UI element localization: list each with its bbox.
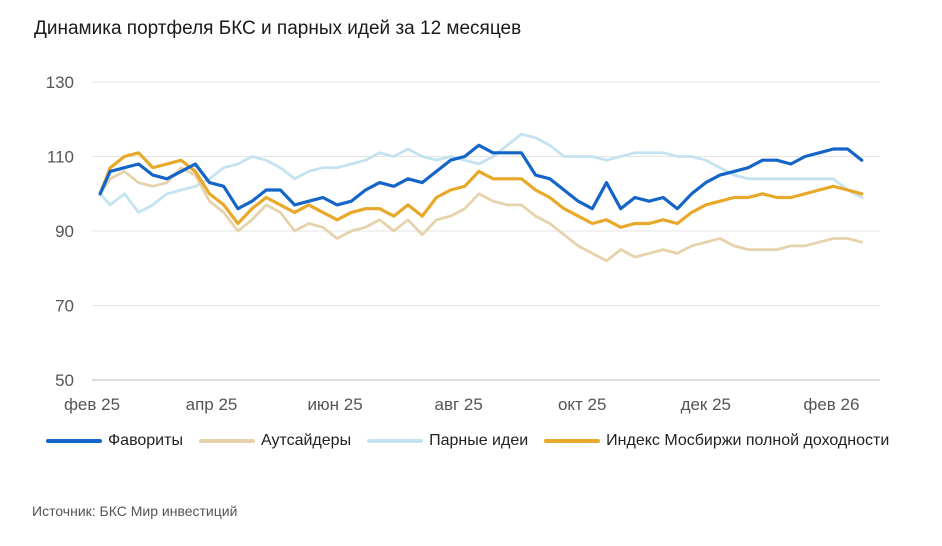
y-tick-label: 90 bbox=[55, 222, 74, 241]
legend-swatch-index bbox=[544, 439, 601, 443]
x-tick-label: апр 25 bbox=[186, 395, 238, 414]
x-tick-label: июн 25 bbox=[307, 395, 362, 414]
x-tick-label: авг 25 bbox=[434, 395, 482, 414]
legend-item-pairs[interactable]: Парные идеи bbox=[367, 432, 528, 450]
series-line-outsiders bbox=[98, 166, 864, 263]
x-tick-label: фев 26 bbox=[803, 395, 859, 414]
y-tick-label: 110 bbox=[47, 148, 74, 167]
legend: Фавориты Аутсайдеры Парные идеи Индекс М… bbox=[46, 432, 905, 450]
chart-title: Динамика портфеля БКС и парных идей за 1… bbox=[34, 18, 522, 39]
source-note: Источник: БКС Мир инвестиций bbox=[32, 503, 238, 519]
x-tick-label: фев 25 bbox=[64, 395, 120, 414]
legend-label-favorites: Фавориты bbox=[108, 432, 183, 449]
axis-layer: 50 70 90 110 130 фев 25 апр 25 июн 25 авг 25 окт … bbox=[46, 73, 880, 414]
x-tick-label: окт 25 bbox=[558, 395, 607, 414]
legend-label-index: Индекс Мосбиржи полной доходности bbox=[606, 432, 890, 449]
legend-item-outsiders[interactable]: Аутсайдеры bbox=[198, 432, 352, 450]
x-tick-label: дек 25 bbox=[681, 395, 731, 414]
legend-swatch-pairs bbox=[367, 439, 424, 443]
series-layer bbox=[98, 132, 864, 263]
legend-swatch-favorites bbox=[46, 439, 102, 443]
series-line-pairs bbox=[98, 132, 864, 214]
legend-item-index[interactable]: Индекс Мосбиржи полной доходности bbox=[544, 432, 889, 450]
y-tick-label: 70 bbox=[55, 297, 74, 316]
legend-label-pairs: Парные идеи bbox=[429, 432, 529, 449]
series-line-favorites bbox=[98, 143, 864, 211]
y-tick-label: 130 bbox=[46, 73, 74, 92]
series-line-index bbox=[98, 151, 864, 229]
legend-label-outsiders: Аутсайдеры bbox=[260, 432, 352, 449]
grid-layer bbox=[92, 81, 880, 306]
legend-item-favorites[interactable]: Фавориты bbox=[46, 432, 183, 450]
legend-swatch-outsiders bbox=[198, 439, 255, 443]
y-tick-label: 50 bbox=[55, 371, 74, 390]
